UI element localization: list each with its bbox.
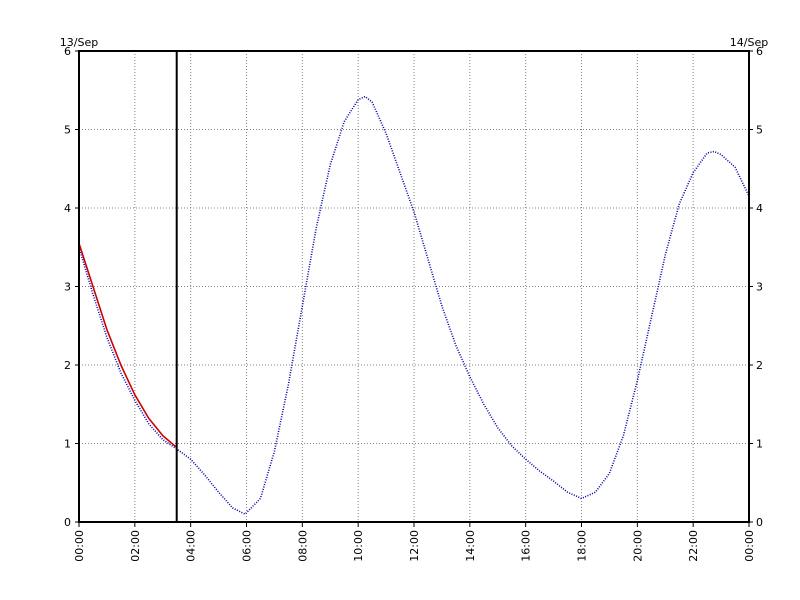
y-tick-label-right: 0 — [756, 516, 763, 529]
y-tick-label-left: 4 — [64, 202, 71, 215]
y-tick-label-right: 3 — [756, 281, 763, 294]
y-tick-label-left: 6 — [64, 45, 71, 58]
y-tick-label-left: 0 — [64, 516, 71, 529]
x-tick-label: 20:00 — [631, 530, 644, 562]
y-tick-label-left: 5 — [64, 124, 71, 137]
y-tick-label-right: 2 — [756, 359, 763, 372]
date-label-end: 14/Sep — [730, 36, 768, 49]
x-tick-label: 08:00 — [296, 530, 309, 562]
y-tick-label-left: 3 — [64, 281, 71, 294]
y-tick-label-left: 2 — [64, 359, 71, 372]
y-tick-label-right: 1 — [756, 438, 763, 451]
y-tick-label-left: 1 — [64, 438, 71, 451]
series-line-predicted — [78, 95, 750, 515]
y-tick-label-right: 6 — [756, 45, 763, 58]
x-tick-label: 12:00 — [408, 530, 421, 562]
x-tick-label: 02:00 — [129, 530, 142, 562]
x-tick-label: 18:00 — [576, 530, 589, 562]
plot-area — [79, 51, 749, 522]
x-tick-label: 00:00 — [743, 530, 756, 562]
y-tick-label-right: 4 — [756, 202, 763, 215]
date-label-start: 13/Sep — [60, 36, 98, 49]
y-tick-label-right: 5 — [756, 124, 763, 137]
series-line-observed — [78, 243, 178, 449]
x-tick-label: 14:00 — [464, 530, 477, 562]
x-tick-label: 10:00 — [352, 530, 365, 562]
x-tick-label: 00:00 — [73, 530, 86, 562]
x-tick-label: 04:00 — [185, 530, 198, 562]
x-tick-label: 06:00 — [241, 530, 254, 562]
x-tick-label: 16:00 — [520, 530, 533, 562]
x-tick-label: 22:00 — [687, 530, 700, 562]
